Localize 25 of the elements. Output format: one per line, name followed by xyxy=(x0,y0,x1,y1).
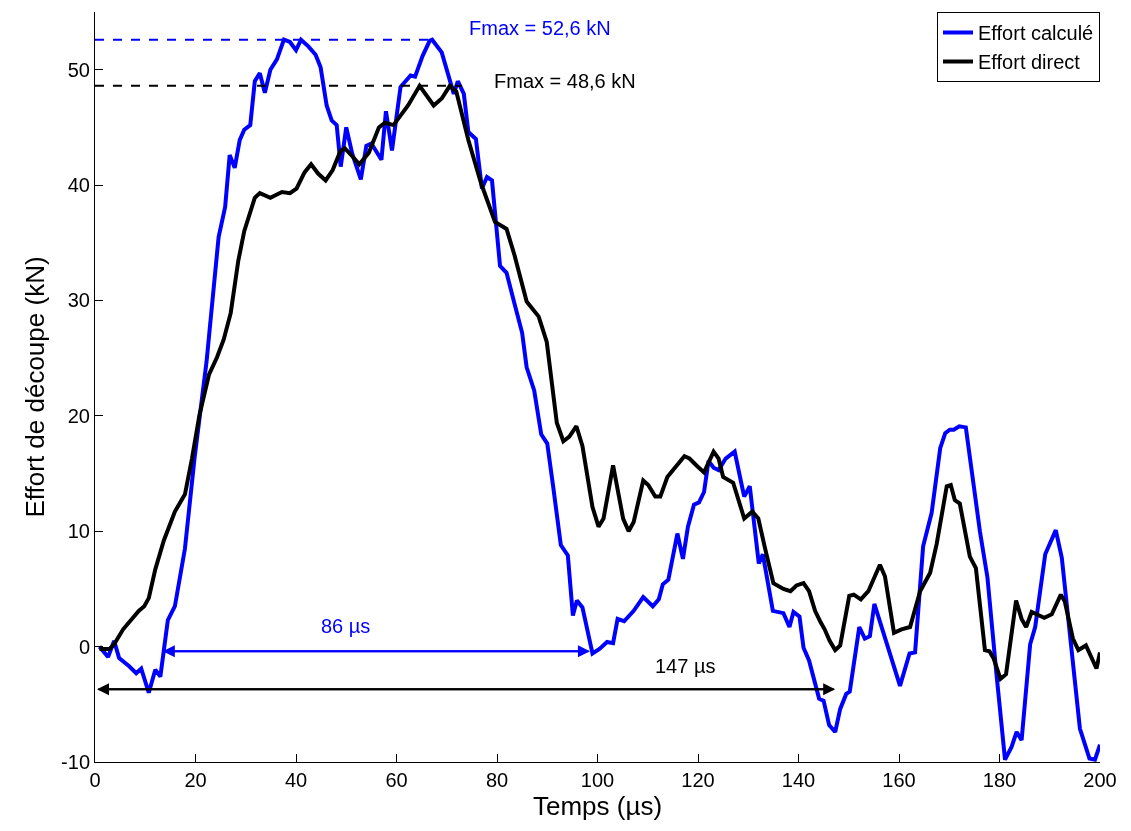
x-tick-label: 40 xyxy=(284,769,308,791)
y-axis-title: Effort de découpe (kN) xyxy=(20,256,51,518)
y-tick-label: 20 xyxy=(67,404,90,427)
y-tick-label: 10 xyxy=(67,520,90,543)
x-tick-label: 200 xyxy=(1083,769,1117,791)
x-tick-label: 20 xyxy=(184,769,207,791)
y-tick-label: 50 xyxy=(67,58,90,81)
x-tick-label: 60 xyxy=(385,769,408,791)
y-tick-label: -10 xyxy=(61,751,90,773)
y-tick-label: 0 xyxy=(78,635,90,658)
y-tick-label: 40 xyxy=(67,174,90,197)
x-tick-label: 180 xyxy=(982,769,1017,791)
x-tick-label: 140 xyxy=(781,769,816,791)
annotation: Fmax = 52,6 kN xyxy=(469,17,611,39)
annotation: Fmax = 48,6 kN xyxy=(494,70,636,92)
y-tick-label: 30 xyxy=(67,289,90,312)
x-axis-title: Temps (µs) xyxy=(532,791,663,821)
x-tick-label: 160 xyxy=(882,769,916,791)
legend-label: Effort calculé xyxy=(978,22,1094,45)
annotation: 147 µs xyxy=(655,655,716,677)
annotation: 86 µs xyxy=(321,615,371,637)
x-tick-label: 100 xyxy=(580,769,615,791)
legend-label: Effort direct xyxy=(978,51,1081,74)
x-tick-label: 80 xyxy=(485,769,509,791)
x-tick-label: 120 xyxy=(681,769,715,791)
